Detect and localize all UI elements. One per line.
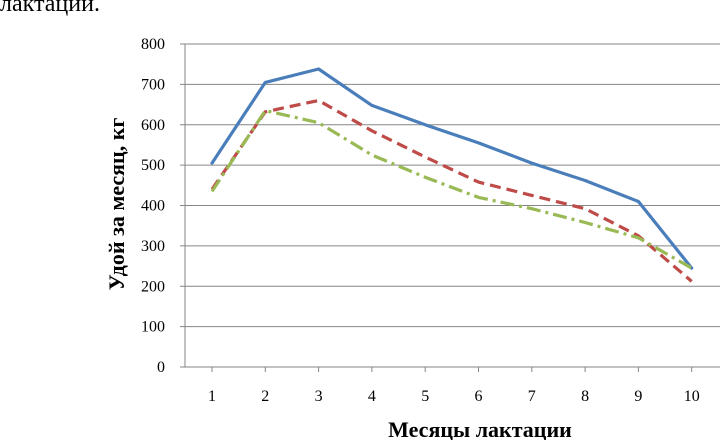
x-tick-label-7: 7 — [528, 388, 536, 405]
series-line-1 — [210, 67, 694, 270]
x-tick-label-9: 9 — [634, 388, 642, 405]
y-tick-label-100: 100 — [141, 319, 165, 336]
y-tick-label-700: 700 — [141, 76, 165, 93]
x-tick-label-4: 4 — [368, 388, 376, 405]
y-tick-label-200: 200 — [141, 278, 165, 295]
y-tick-label-300: 300 — [141, 238, 165, 255]
x-tick-label-10: 10 — [684, 388, 700, 405]
x-tick-label-6: 6 — [475, 388, 483, 405]
header-text-fragment: лактации. — [0, 0, 100, 17]
y-tick-label-0: 0 — [157, 359, 165, 376]
series-lines — [210, 67, 694, 283]
y-tick-label-600: 600 — [141, 117, 165, 134]
y-tick-label-500: 500 — [141, 157, 165, 174]
x-tick-label-5: 5 — [421, 388, 429, 405]
gridlines — [185, 43, 720, 328]
x-tick-label-3: 3 — [315, 388, 323, 405]
y-tick-label-400: 400 — [141, 198, 165, 215]
axes — [180, 43, 720, 372]
x-tick-label-1: 1 — [208, 388, 216, 405]
tick-labels: 0 100 200 300 400 500 600 700 800 1 2 3 4 5 6 7 8 9 10 — [141, 36, 700, 405]
x-tick-label-8: 8 — [581, 388, 589, 405]
y-axis-title: Удой за месяц, кг — [104, 118, 129, 291]
series-line-3 — [210, 108, 693, 270]
x-tick-label-2: 2 — [261, 388, 269, 405]
series-line-2 — [210, 98, 693, 283]
y-tick-label-800: 800 — [141, 36, 165, 53]
x-axis-title: Месяцы лактации — [388, 417, 572, 440]
